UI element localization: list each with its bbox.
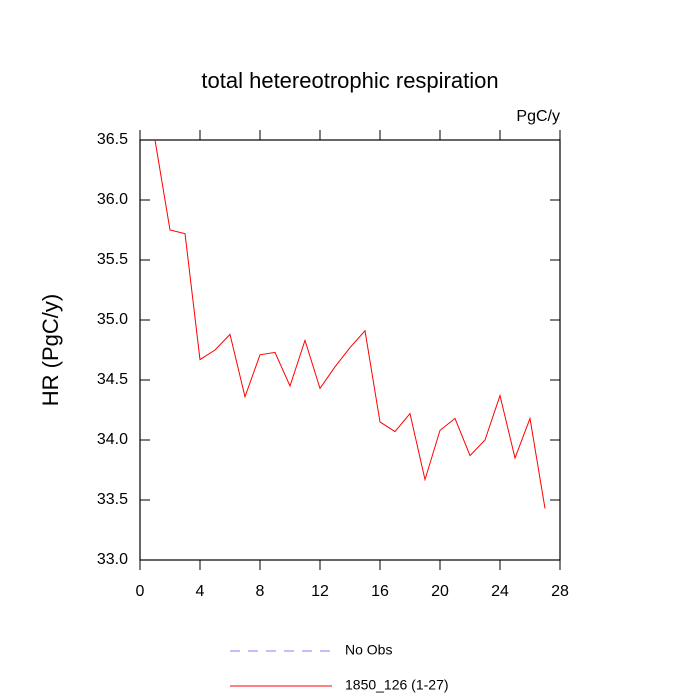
y-tick-label: 33.0 [97,551,128,568]
x-tick-label: 28 [551,583,569,600]
x-tick-label: 24 [491,583,509,600]
units-label: PgC/y [516,108,560,125]
y-axis-label: HR (PgC/y) [38,294,63,406]
x-tick-label: 0 [136,583,145,600]
y-tick-label: 34.0 [97,431,128,448]
y-tick-label: 33.5 [97,491,128,508]
x-tick-label: 12 [311,583,329,600]
plot-frame [139,139,561,561]
x-tick-label: 8 [256,583,265,600]
legend-label: No Obs [345,642,392,658]
x-tick-label: 4 [196,583,205,600]
y-tick-label: 35.5 [97,251,128,268]
chart-title: total hetereotrophic respiration [201,68,498,93]
x-tick-label: 16 [371,583,389,600]
y-tick-label: 34.5 [97,371,128,388]
y-tick-label: 35.0 [97,311,128,328]
x-tick-label: 20 [431,583,449,600]
data-line [154,139,546,509]
y-tick-label: 36.0 [97,191,128,208]
legend-label: 1850_126 (1-27) [345,677,449,693]
y-tick-label: 36.5 [97,131,128,148]
